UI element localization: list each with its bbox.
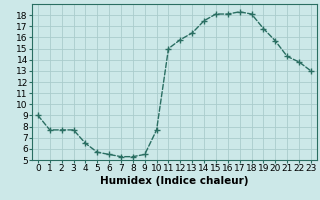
X-axis label: Humidex (Indice chaleur): Humidex (Indice chaleur) [100, 176, 249, 186]
